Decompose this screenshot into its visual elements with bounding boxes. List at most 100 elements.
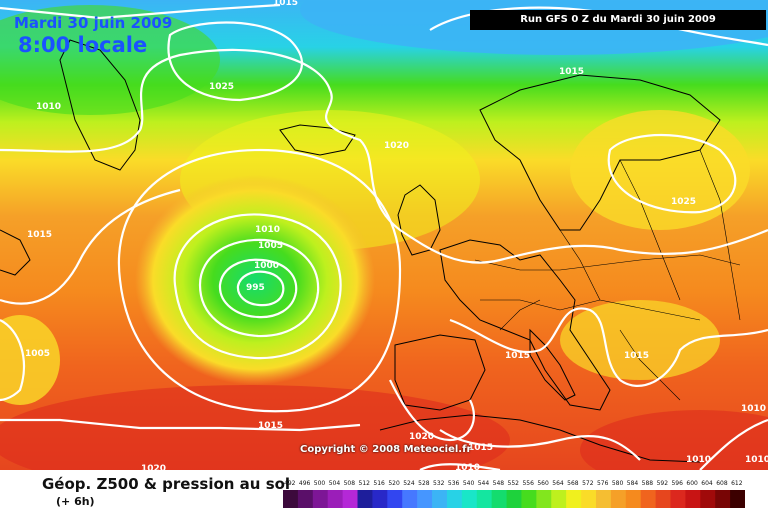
legend-value: 504: [328, 480, 341, 487]
north-africa-coast: [379, 414, 701, 463]
legend-swatch: [432, 490, 448, 508]
legend-value: 556: [522, 480, 534, 487]
legend-value: 496: [298, 480, 311, 487]
color-scale-bar: [283, 490, 745, 508]
isobar-1010-east: [699, 418, 768, 470]
isobar-label: 1005: [25, 349, 50, 359]
legend-swatch: [715, 490, 731, 508]
legend-footer: Géop. Z500 & pression au sol (+ 6h) 492 4…: [0, 470, 768, 512]
isobar-label: 1020: [141, 464, 166, 470]
legend-value: 580: [611, 480, 624, 487]
legend-value: 612: [731, 480, 743, 487]
legend-swatch: [685, 490, 701, 508]
isobar-label: 1015: [258, 421, 283, 431]
legend-swatch: [700, 490, 716, 508]
isobar-label: 1015: [468, 443, 493, 453]
legend-swatch: [402, 490, 418, 508]
legend-swatch: [640, 490, 657, 508]
europe-coast: [439, 239, 611, 411]
legend-swatch: [521, 490, 537, 508]
isobar-1020-iberia: [389, 379, 475, 442]
country-borders: [474, 149, 741, 401]
legend-value: 592: [656, 480, 669, 487]
isobar-995-ring: [236, 270, 285, 307]
isobar-label: 995: [246, 283, 265, 293]
legend-swatch: [327, 490, 344, 508]
isobar-1015-central: [449, 307, 768, 387]
legend-value: 524: [403, 480, 415, 487]
legend-value: 536: [447, 480, 460, 487]
legend-value: 568: [567, 480, 579, 487]
isobar-label: 1025: [209, 82, 234, 92]
legend-swatch: [417, 490, 433, 508]
legend-value: 552: [507, 480, 519, 487]
legend-swatch: [610, 490, 627, 508]
legend-swatch: [476, 490, 493, 508]
legend-swatch: [491, 490, 508, 508]
isobar-label: 1010: [455, 463, 480, 470]
legend-value: 596: [671, 480, 683, 487]
legend-value: 500: [313, 480, 326, 487]
legend-value: 532: [433, 480, 445, 487]
legend-value: 544: [477, 480, 490, 487]
legend-value: 584: [626, 480, 639, 487]
legend-value: 588: [641, 480, 654, 487]
run-info: Run GFS 0 Z du Mardi 30 juin 2009: [470, 10, 766, 30]
british-isles-coast: [397, 184, 441, 256]
italy-coast: [529, 328, 576, 401]
isobar-1015-atlantic: [0, 188, 181, 305]
legend-swatch: [461, 490, 478, 508]
legend-swatch: [730, 490, 745, 508]
isobar-1015-big-ring: [117, 148, 402, 413]
map-time: 8:00 locale: [18, 33, 148, 57]
legend-value: 564: [552, 480, 564, 487]
isobar-label: 1010: [255, 225, 280, 235]
isobar-label: 1020: [409, 432, 434, 442]
legend-value: 548: [492, 480, 505, 487]
isobar-1025-scandinavia: [607, 133, 737, 214]
isobar-1015-med: [439, 429, 641, 461]
legend-value: 560: [537, 480, 549, 487]
legend-value: 604: [701, 480, 713, 487]
isobar-label: 1020: [384, 141, 409, 151]
low-pressure-core: [135, 175, 375, 385]
isobar-label: 1015: [27, 230, 52, 240]
iceland-coast: [279, 124, 356, 156]
greenland-coast: [59, 39, 141, 171]
isobar-1005-west: [0, 319, 25, 402]
isobar-1015-north: [0, 3, 281, 20]
legend-value: 492: [284, 480, 296, 487]
legend-swatch: [595, 490, 612, 508]
isobar-label: 1010: [745, 455, 768, 465]
legend-swatch: [297, 490, 314, 508]
isobar-label: 1010: [686, 455, 711, 465]
color-scale-labels: 492 496 500 504 508 512 516 520 524 528 532 536 540 5…: [283, 480, 745, 490]
isobar-label: 1015: [273, 0, 298, 8]
isobar-1005-ring: [198, 238, 320, 338]
legend-subtitle: (+ 6h): [56, 495, 95, 508]
legend-swatch: [446, 490, 463, 508]
legend-value: 540: [462, 480, 475, 487]
isobar-label: 1015: [624, 351, 649, 361]
legend-swatch: [670, 490, 686, 508]
yellow-region-scandinavia: [570, 110, 750, 230]
isobar-1000-ring: [218, 258, 298, 319]
legend-swatch: [342, 490, 359, 508]
legend-swatch: [357, 490, 373, 508]
legend-swatch: [372, 490, 388, 508]
legend-value: 572: [582, 480, 594, 487]
isobar-1015-south: [0, 418, 361, 432]
isobar-1010-ring: [173, 213, 342, 360]
legend-value: 528: [418, 480, 430, 487]
legend-value: 600: [686, 480, 698, 487]
legend-swatch: [625, 490, 642, 508]
legend-value: 508: [343, 480, 356, 487]
isobar-1010-africa: [419, 463, 501, 470]
isobars: [0, 3, 768, 470]
newfoundland-coast: [0, 229, 31, 276]
legend-swatch: [312, 490, 329, 508]
copyright-notice: Copyright © 2008 Meteociel.fr: [300, 444, 472, 455]
legend-swatch: [283, 490, 299, 508]
legend-title: Géop. Z500 & pression au sol: [42, 475, 291, 493]
red-region-southeast: [580, 410, 768, 470]
